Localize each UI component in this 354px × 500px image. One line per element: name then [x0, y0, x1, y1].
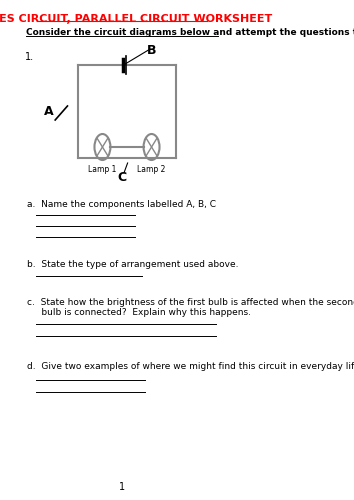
Text: a.  Name the components labelled A, B, C: a. Name the components labelled A, B, C	[27, 200, 216, 209]
Text: Lamp 2: Lamp 2	[137, 165, 166, 174]
Text: C: C	[117, 171, 126, 184]
Text: Lamp 1: Lamp 1	[88, 165, 116, 174]
Text: d.  Give two examples of where we might find this circuit in everyday life.: d. Give two examples of where we might f…	[27, 362, 354, 371]
Text: A: A	[44, 105, 54, 118]
Text: c.  State how the brightness of the first bulb is affected when the second: c. State how the brightness of the first…	[27, 298, 354, 307]
Text: bulb is connected?  Explain why this happens.: bulb is connected? Explain why this happ…	[27, 308, 251, 317]
Text: 1.: 1.	[24, 52, 34, 62]
Text: b.  State the type of arrangement used above.: b. State the type of arrangement used ab…	[27, 260, 239, 269]
Text: 1: 1	[119, 482, 125, 492]
Text: B: B	[147, 44, 157, 57]
Text: SERIES CIRCUIT, PARALLEL CIRCUIT WORKSHEET: SERIES CIRCUIT, PARALLEL CIRCUIT WORKSHE…	[0, 14, 273, 24]
Text: Consider the circuit diagrams below and attempt the questions that follow: Consider the circuit diagrams below and …	[26, 28, 354, 37]
